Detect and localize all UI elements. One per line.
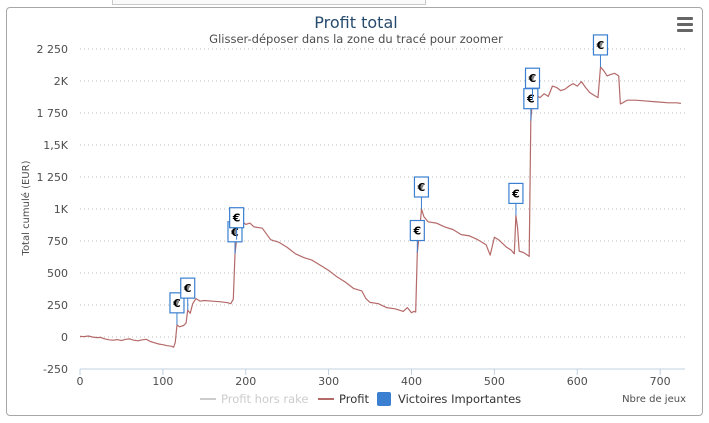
x-tick-label: 600 bbox=[567, 375, 588, 388]
x-tick-label: 0 bbox=[77, 375, 84, 388]
x-axis-title: Nbre de jeux bbox=[622, 394, 686, 405]
x-tick-label: 500 bbox=[484, 375, 505, 388]
x-tick-label: 400 bbox=[401, 375, 422, 388]
victory-flag[interactable]: € bbox=[523, 88, 539, 121]
flag-label: € bbox=[232, 212, 241, 225]
y-tick-label: 1K bbox=[54, 203, 69, 216]
flag-label: € bbox=[183, 282, 192, 295]
y-tick-label: 750 bbox=[47, 235, 68, 248]
victory-flag[interactable]: € bbox=[524, 67, 541, 101]
victory-flag[interactable]: € bbox=[508, 182, 524, 216]
legend-label: Profit bbox=[339, 392, 369, 406]
y-tick-label: 2K bbox=[54, 75, 69, 88]
series-line-profit bbox=[79, 66, 681, 348]
flag-label: € bbox=[596, 39, 605, 52]
victory-flag[interactable]: € bbox=[592, 34, 609, 67]
top-strip bbox=[0, 0, 709, 6]
y-tick-label: 250 bbox=[47, 299, 68, 312]
x-tick-label: 200 bbox=[235, 375, 256, 388]
x-axis-ticks: 0 100 200 300 400 500 600 700 bbox=[77, 369, 671, 388]
y-tick-label: 2 250 bbox=[37, 43, 69, 56]
y-tick-label: -250 bbox=[43, 363, 68, 376]
legend-item-victoires[interactable]: Victoires Importantes bbox=[377, 392, 521, 406]
flag-label: € bbox=[417, 181, 426, 194]
chart-title: Profit total bbox=[314, 13, 397, 32]
legend-item-profit[interactable]: Profit bbox=[318, 392, 369, 406]
victory-flag[interactable]: € bbox=[409, 219, 425, 253]
legend-label: Profit hors rake bbox=[221, 392, 308, 406]
flag-label: € bbox=[511, 187, 520, 200]
legend-label: Victoires Importantes bbox=[398, 392, 521, 406]
y-tick-label: 500 bbox=[47, 267, 68, 280]
flag-label: € bbox=[528, 72, 537, 85]
y-axis-ticks: -250 0 250 500 750 1K 1 250 1,5K 1 750 2K 2 250 bbox=[37, 43, 69, 376]
y-axis-title: Total cumulé (EUR) bbox=[20, 160, 32, 256]
x-tick-label: 300 bbox=[318, 375, 339, 388]
y-tick-label: 0 bbox=[61, 331, 68, 344]
flag-label: € bbox=[526, 93, 535, 106]
x-tick-label: 700 bbox=[650, 375, 671, 388]
top-tab bbox=[112, 0, 426, 5]
chart-container bbox=[6, 7, 703, 416]
flag-label: € bbox=[230, 226, 239, 239]
victory-flag[interactable]: € bbox=[180, 277, 196, 311]
series-layer bbox=[79, 66, 681, 348]
chart-menu-button[interactable] bbox=[674, 14, 696, 34]
x-tick-label: 100 bbox=[152, 375, 173, 388]
flag-label: € bbox=[412, 225, 421, 238]
flag-label: € bbox=[172, 297, 181, 310]
victory-flag[interactable]: € bbox=[229, 207, 245, 240]
y-tick-label: 1 250 bbox=[37, 171, 69, 184]
grid-lines bbox=[80, 48, 685, 370]
hamburger-icon bbox=[677, 17, 693, 32]
y-tick-label: 1,5K bbox=[43, 139, 68, 152]
y-tick-label: 1 750 bbox=[37, 107, 69, 120]
chart-subtitle: Glisser-déposer dans la zone du tracé po… bbox=[209, 32, 503, 46]
flags-layer: €€€€€€ €€€€ bbox=[169, 34, 609, 325]
victory-flag[interactable]: € bbox=[413, 176, 430, 209]
legend: Profit hors rake Profit Victoires Import… bbox=[200, 392, 521, 406]
legend-item-profit-hors-rake[interactable]: Profit hors rake bbox=[200, 392, 308, 406]
